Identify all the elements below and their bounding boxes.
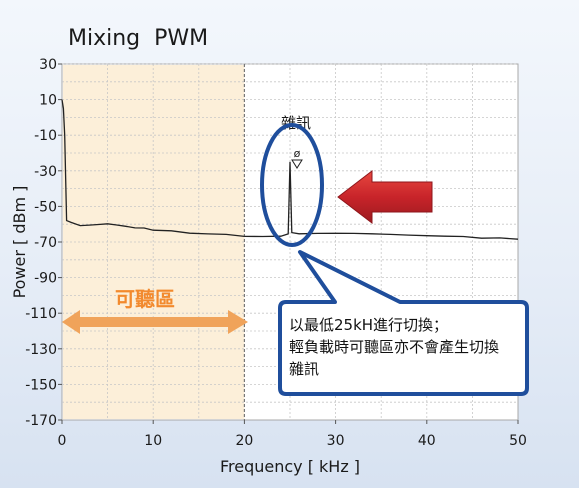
callout-line-2: 輕負載時可聽區亦不會產生切換 [289,338,499,356]
x-tick-label: 0 [58,433,67,449]
callout-line-1: 以最低25kH進行切換； [289,316,448,334]
audible-band-label: 可聽區 [115,287,175,311]
y-tick-label: -10 [34,128,57,144]
y-tick-label: 30 [39,57,57,73]
series-line [61,99,519,240]
x-axis-label: Frequency [ kHz ] [220,457,360,476]
x-tick-label: 30 [327,433,345,449]
y-tick-label: -70 [34,235,57,251]
chart-title: Mixing PWM [68,26,208,51]
x-tick-label: 50 [509,433,527,449]
peak-triangle-icon [291,159,303,169]
peak-marker: ø [294,147,301,160]
left-arrow-icon [337,169,433,225]
x-tick-label: 10 [144,433,162,449]
y-tick-label: -150 [25,377,57,393]
x-tick-labels: 0 10 20 30 40 50 [58,420,527,449]
y-tick-label: -110 [25,306,57,322]
y-tick-label: -50 [34,199,57,215]
callout-bubble [278,250,529,396]
peak-highlight-ellipse [260,123,324,247]
left-right-arrow-icon [62,310,248,334]
y-tick-label: 10 [39,93,57,109]
y-tick-label: -90 [34,271,57,287]
callout-line-3: 雜訊 [289,360,319,378]
y-tick-label: -30 [34,164,57,180]
y-axis-label: Power [ dBm ] [10,186,29,299]
x-tick-label: 20 [235,433,253,449]
y-tick-labels: 30 10 -10 -30 -50 -70 -90 -110 -130 -150 -170 [25,57,62,429]
y-tick-label: -170 [25,413,57,429]
x-tick-label: 40 [418,433,436,449]
y-tick-label: -130 [25,342,57,358]
peak-label: 雜訊 [281,114,311,132]
